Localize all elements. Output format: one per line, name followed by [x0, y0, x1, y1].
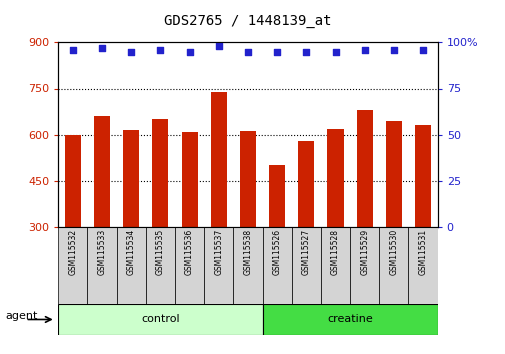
Bar: [269, 165, 285, 227]
Text: GSM115536: GSM115536: [185, 229, 194, 275]
Bar: [210, 92, 226, 227]
Bar: [298, 141, 314, 227]
Point: [156, 47, 164, 53]
Point: [389, 47, 397, 53]
Point: [98, 45, 106, 51]
Point: [331, 49, 339, 55]
Text: GSM115534: GSM115534: [126, 229, 135, 275]
Bar: [385, 121, 401, 227]
Bar: [356, 110, 372, 227]
Bar: [262, 227, 291, 304]
Bar: [116, 227, 145, 304]
Bar: [94, 116, 110, 227]
Bar: [379, 227, 408, 304]
Bar: [262, 304, 437, 335]
Bar: [204, 227, 233, 304]
Bar: [65, 135, 81, 227]
Bar: [414, 125, 430, 227]
Text: GSM115527: GSM115527: [301, 229, 310, 275]
Bar: [349, 227, 379, 304]
Bar: [87, 227, 116, 304]
Point: [127, 49, 135, 55]
Text: GSM115535: GSM115535: [156, 229, 165, 275]
Point: [214, 43, 222, 49]
Text: GDS2765 / 1448139_at: GDS2765 / 1448139_at: [164, 14, 331, 28]
Text: GSM115533: GSM115533: [97, 229, 106, 275]
Bar: [58, 304, 262, 335]
Text: GSM115531: GSM115531: [418, 229, 427, 275]
Bar: [175, 227, 204, 304]
Text: GSM115530: GSM115530: [389, 229, 397, 275]
Point: [185, 49, 193, 55]
Text: GSM115537: GSM115537: [214, 229, 223, 275]
Text: GSM115529: GSM115529: [360, 229, 369, 275]
Bar: [408, 227, 437, 304]
Point: [301, 49, 310, 55]
Text: GSM115528: GSM115528: [330, 229, 339, 275]
Point: [418, 47, 426, 53]
Bar: [320, 227, 349, 304]
Bar: [145, 227, 175, 304]
Bar: [233, 227, 262, 304]
Bar: [181, 132, 197, 227]
Point: [360, 47, 368, 53]
Bar: [291, 227, 320, 304]
Point: [243, 49, 251, 55]
Text: GSM115532: GSM115532: [68, 229, 77, 275]
Point: [273, 49, 281, 55]
Bar: [327, 129, 343, 227]
Text: agent: agent: [5, 311, 37, 321]
Text: GSM115526: GSM115526: [272, 229, 281, 275]
Bar: [123, 130, 139, 227]
Text: GSM115538: GSM115538: [243, 229, 252, 275]
Bar: [239, 131, 256, 227]
Bar: [58, 227, 87, 304]
Text: control: control: [141, 314, 179, 325]
Bar: [152, 119, 168, 227]
Text: creatine: creatine: [327, 314, 372, 325]
Point: [69, 47, 77, 53]
